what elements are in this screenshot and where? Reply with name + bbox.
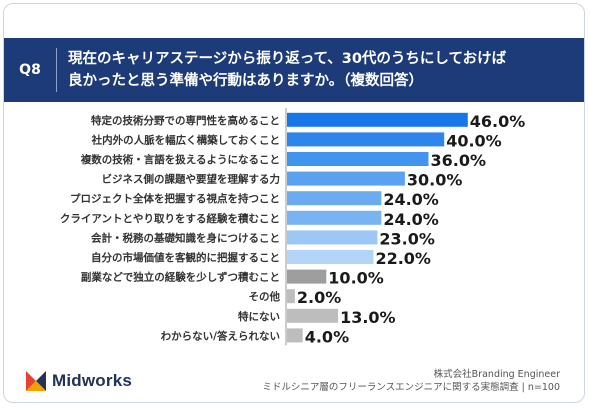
category-label: 社内外の人脈を幅広く構築しておくこと xyxy=(91,133,280,146)
category-label: その他 xyxy=(249,290,281,303)
brand-name: Midworks xyxy=(52,371,133,390)
category-label: 複数の技術・言語を扱えるようになること xyxy=(80,153,280,166)
value-label: 24.0% xyxy=(383,210,439,229)
question-id: Q8 xyxy=(4,38,56,102)
category-label: わからない/答えられない xyxy=(161,329,280,342)
bar-chart: 特定の技術分野での専門性を高めること 46.0% 社内外の人脈を幅広く構築しておくこ… xyxy=(60,108,526,346)
header-divider xyxy=(56,48,57,92)
category-label: 特にない xyxy=(238,310,280,323)
category-label: 特定の技術分野での専門性を高めること xyxy=(91,114,280,127)
bar xyxy=(287,112,468,127)
brand-logo: Midworks xyxy=(26,370,132,392)
question-text: 現在のキャリアステージから振り返って、30代のうちにしておけば 良かったと思う準… xyxy=(68,51,507,89)
source-company: 株式会社Branding Engineer xyxy=(433,369,560,380)
bar xyxy=(287,328,303,343)
category-label: 副業などで独立の経験を少しずつ積むこと xyxy=(81,271,280,284)
bar xyxy=(287,191,382,206)
source-survey: ミドルシニア層のフリーランスエンジニアに関する実態調査 | n=100 xyxy=(262,382,560,393)
survey-card: Q8 現在のキャリアステージから振り返って、30代のうちにしておけば 良かったと… xyxy=(3,3,585,403)
bar xyxy=(287,230,378,245)
bar xyxy=(287,210,382,225)
bar xyxy=(287,250,374,264)
value-label: 22.0% xyxy=(375,249,431,268)
midworks-logo-icon xyxy=(26,371,46,391)
bar xyxy=(287,308,339,323)
value-label: 36.0% xyxy=(430,151,486,170)
category-label: クライアントとやり取りをする経験を積むこと xyxy=(60,212,280,225)
bar xyxy=(287,152,429,166)
value-label: 46.0% xyxy=(470,112,526,131)
value-label: 13.0% xyxy=(340,308,396,327)
category-label: 自分の市場価値を客観的に把握すること xyxy=(91,251,280,264)
value-label: 10.0% xyxy=(328,269,384,288)
category-label: 会計・税務の基礎知識を身につけること xyxy=(91,231,280,244)
bar xyxy=(287,171,405,186)
bar xyxy=(287,132,445,147)
category-label: ビジネス側の課題や要望を理解する力 xyxy=(102,173,281,186)
question-header: Q8 現在のキャリアステージから振り返って、30代のうちにしておけば 良かったと… xyxy=(4,38,584,102)
value-label: 4.0% xyxy=(305,327,349,346)
value-label: 24.0% xyxy=(383,190,439,209)
bar xyxy=(287,289,295,304)
category-label: プロジェクト全体を把握する視点を持つこと xyxy=(70,192,280,205)
value-label: 30.0% xyxy=(407,171,463,190)
bar xyxy=(287,269,327,284)
source-note: 株式会社Branding Engineer ミドルシニア層のフリーランスエンジニ… xyxy=(262,368,560,394)
value-label: 40.0% xyxy=(446,131,502,150)
value-label: 2.0% xyxy=(297,288,341,307)
value-label: 23.0% xyxy=(379,229,435,248)
